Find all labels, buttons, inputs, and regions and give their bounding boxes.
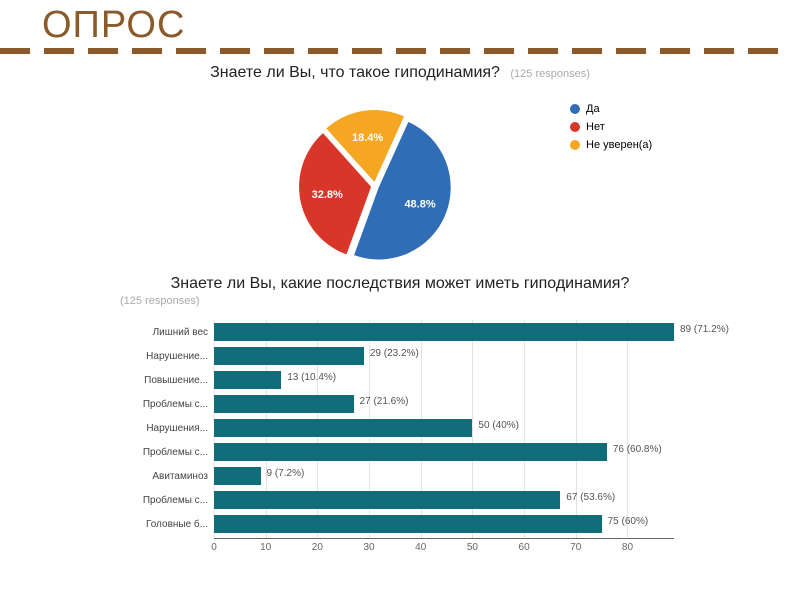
question1-text: Знаете ли Вы, что такое гиподинамия? — [210, 64, 500, 81]
pie-slice-label: 18.4% — [352, 132, 383, 144]
bar — [214, 395, 354, 413]
question1-title: Знаете ли Вы, что такое гиподинамия? (12… — [0, 64, 800, 82]
bar-value: 27 (21.6%) — [360, 396, 409, 407]
legend-item: Не уверен(а) — [570, 136, 652, 154]
x-tick: 10 — [260, 542, 271, 562]
bar-value: 29 (23.2%) — [370, 348, 419, 359]
legend-label: Да — [586, 100, 600, 118]
bar — [214, 371, 281, 389]
bar-label: Проблемы с... — [88, 495, 208, 506]
pie-legend: ДаНетНе уверен(а) — [570, 100, 652, 154]
bar-value: 50 (40%) — [478, 420, 519, 431]
bar — [214, 491, 560, 509]
bar — [214, 323, 674, 341]
page-title: ОПРОС — [42, 4, 185, 47]
legend-item: Да — [570, 100, 652, 118]
bar — [214, 347, 364, 365]
question2-text: Знаете ли Вы, какие последствия может им… — [171, 275, 630, 292]
x-axis — [214, 538, 674, 539]
bar-value: 9 (7.2%) — [267, 468, 305, 479]
bar — [214, 515, 602, 533]
bar-row: Головные б...75 (60%) — [120, 512, 680, 536]
bar-label: Нарушения... — [88, 423, 208, 434]
bar — [214, 419, 472, 437]
bar-label: Повышение... — [88, 375, 208, 386]
bar-chart: Лишний вес89 (71.2%)Нарушение...29 (23.2… — [120, 318, 680, 568]
bar-value: 89 (71.2%) — [680, 324, 729, 335]
legend-label: Нет — [586, 118, 605, 136]
x-tick: 80 — [622, 542, 633, 562]
bar-row: Лишний вес89 (71.2%) — [120, 320, 680, 344]
bar-value: 67 (53.6%) — [566, 492, 615, 503]
bar-row: Проблемы с...76 (60.8%) — [120, 440, 680, 464]
x-tick: 60 — [519, 542, 530, 562]
question2-responses: (125 responses) — [120, 295, 800, 307]
bar-value: 76 (60.8%) — [613, 444, 662, 455]
pie-slice-label: 48.8% — [404, 198, 435, 210]
bar-row: Авитаминоз9 (7.2%) — [120, 464, 680, 488]
bar-label: Лишний вес — [88, 327, 208, 338]
legend-dot — [570, 122, 580, 132]
bar — [214, 467, 261, 485]
header-divider — [0, 48, 800, 54]
x-tick: 20 — [312, 542, 323, 562]
question1-responses: (125 responses) — [510, 68, 590, 80]
x-tick: 70 — [570, 542, 581, 562]
bar-label: Проблемы с... — [88, 447, 208, 458]
bar-label: Авитаминоз — [88, 471, 208, 482]
question2-title: Знаете ли Вы, какие последствия может им… — [0, 275, 800, 307]
bar — [214, 443, 607, 461]
x-tick: 0 — [211, 542, 217, 562]
pie-chart: 32.8% 18.4% 48.8% — [290, 96, 460, 266]
bar-row: Проблемы с...67 (53.6%) — [120, 488, 680, 512]
x-tick: 50 — [467, 542, 478, 562]
legend-item: Нет — [570, 118, 652, 136]
bar-row: Нарушения...50 (40%) — [120, 416, 680, 440]
bar-row: Проблемы с...27 (21.6%) — [120, 392, 680, 416]
bar-row: Нарушение...29 (23.2%) — [120, 344, 680, 368]
pie-slice-label: 32.8% — [312, 189, 343, 201]
bar-label: Головные б... — [88, 519, 208, 530]
bar-value: 75 (60%) — [608, 516, 649, 527]
x-tick: 30 — [363, 542, 374, 562]
bar-label: Нарушение... — [88, 351, 208, 362]
bar-row: Повышение...13 (10.4%) — [120, 368, 680, 392]
bar-value: 13 (10.4%) — [287, 372, 336, 383]
bar-label: Проблемы с... — [88, 399, 208, 410]
legend-dot — [570, 140, 580, 150]
legend-dot — [570, 104, 580, 114]
x-tick: 40 — [415, 542, 426, 562]
legend-label: Не уверен(а) — [586, 136, 652, 154]
